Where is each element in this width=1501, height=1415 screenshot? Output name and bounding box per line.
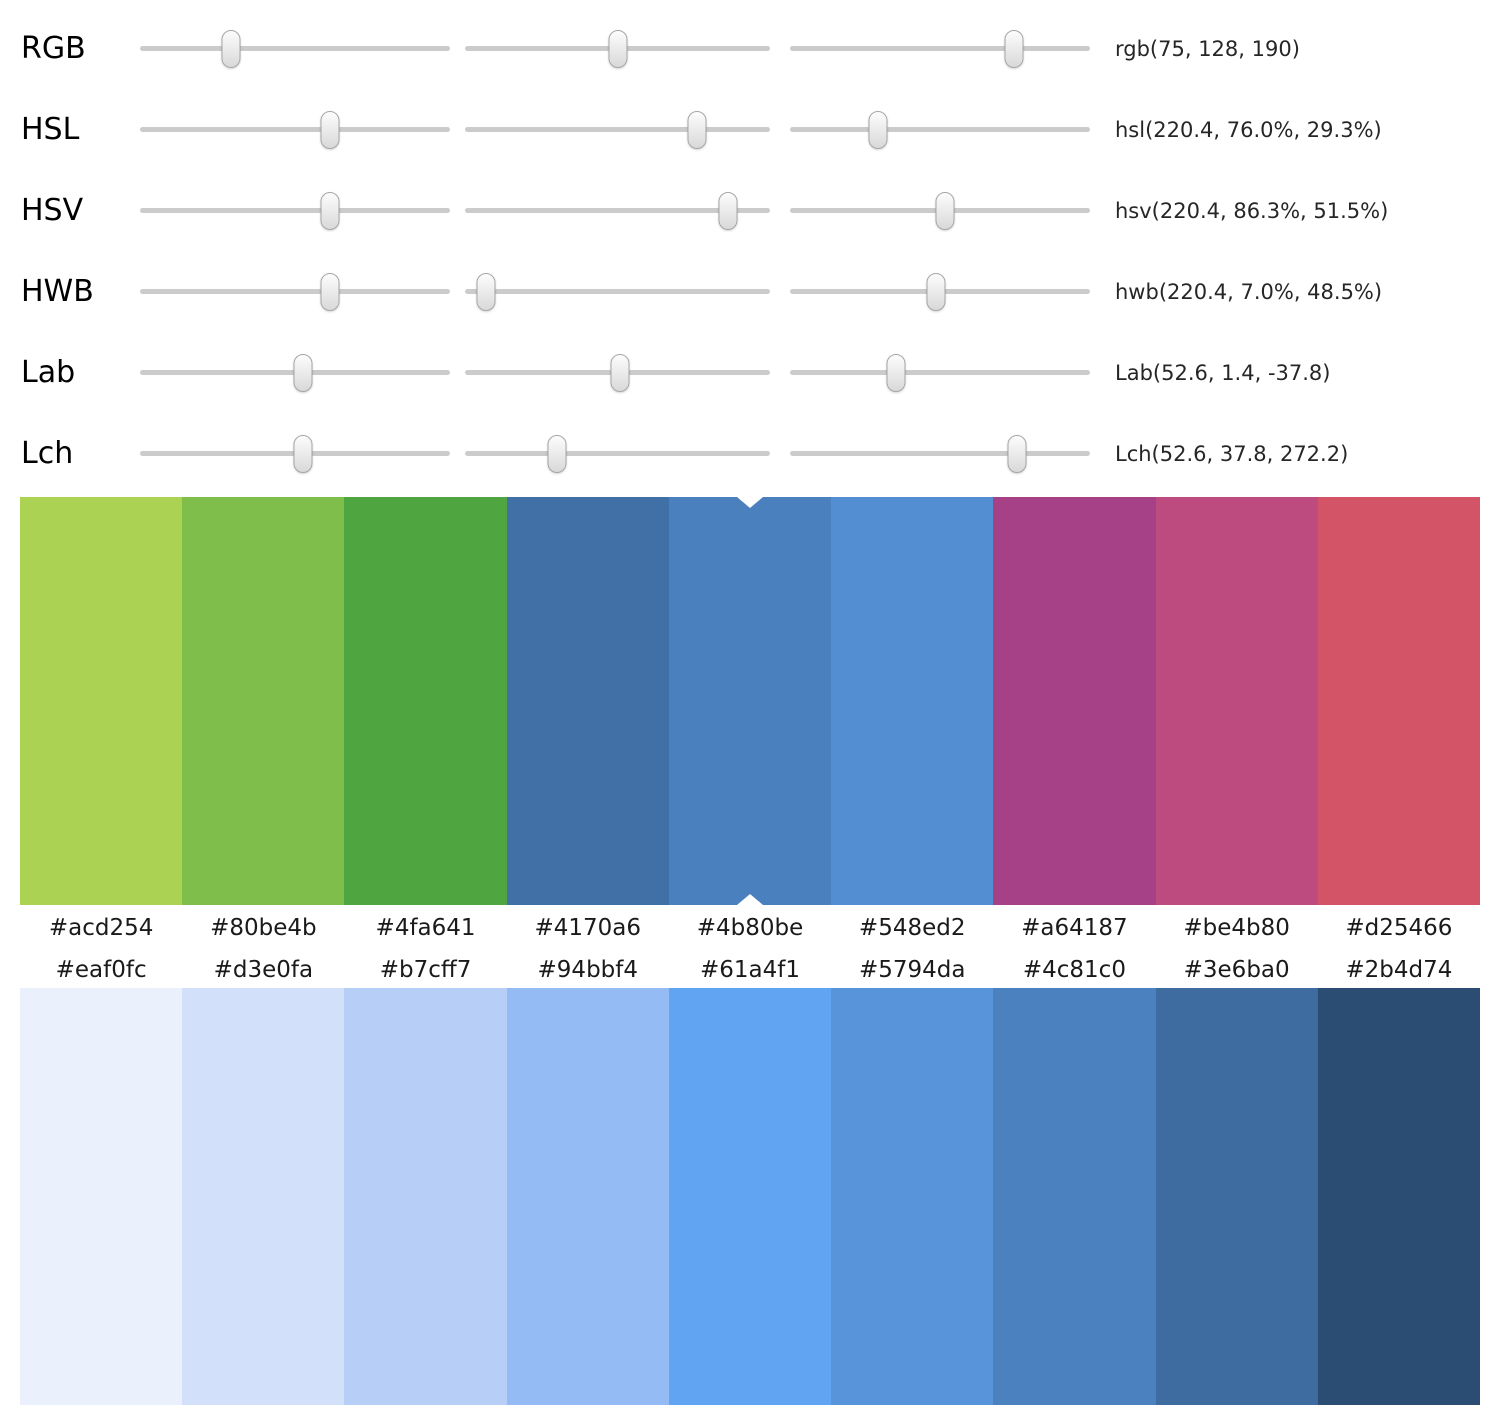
slider-row-hsl: HSL hsl(220.4, 76.0%, 29.3%) xyxy=(0,89,1501,170)
tint-swatch-7[interactable] xyxy=(993,988,1156,1405)
hue-swatch-4[interactable] xyxy=(506,497,669,905)
hsl-channel-2-slider[interactable] xyxy=(465,110,770,149)
hwb-channel-1-thumb[interactable] xyxy=(320,272,340,311)
tint-hex-label-1: #eaf0fc xyxy=(55,956,147,983)
tint-hex-label-7: #4c81c0 xyxy=(1022,956,1126,983)
rgb-channel-2-thumb[interactable] xyxy=(608,29,628,68)
hue-swatch-7[interactable] xyxy=(993,497,1156,905)
hsl-value-text: hsl(220.4, 76.0%, 29.3%) xyxy=(1115,117,1382,142)
tint-swatch-4[interactable] xyxy=(506,988,669,1405)
hue-scale-hex-labels: #acd254 #80be4b #4fa641 #4170a6 #4b80be … xyxy=(20,905,1480,951)
hsl-channel-2-thumb[interactable] xyxy=(687,110,707,149)
hsl-channel-1-thumb[interactable] xyxy=(320,110,340,149)
hwb-channel-3-slider[interactable] xyxy=(790,272,1090,311)
rgb-channel-1-slider[interactable] xyxy=(140,29,450,68)
tint-scale-bar xyxy=(20,988,1480,1405)
tint-hex-label-3: #b7cff7 xyxy=(379,956,472,983)
lab-value-text: Lab(52.6, 1.4, -37.8) xyxy=(1115,360,1331,385)
hsl-channel-1-slider[interactable] xyxy=(140,110,450,149)
hue-hex-label-7: #a64187 xyxy=(1021,915,1128,941)
lch-channel-1-slider[interactable] xyxy=(140,434,450,473)
selection-notch-top-icon xyxy=(736,497,763,508)
slider-row-rgb: RGB rgb(75, 128, 190) xyxy=(0,8,1501,89)
hwb-channel-1-slider[interactable] xyxy=(140,272,450,311)
hwb-label: HWB xyxy=(21,273,94,309)
hwb-channel-2-slider[interactable] xyxy=(465,272,770,311)
hue-scale-bar xyxy=(20,497,1480,905)
tint-hex-label-5: #61a4f1 xyxy=(699,956,800,983)
lch-channel-3-thumb[interactable] xyxy=(1007,434,1027,473)
hsv-label: HSV xyxy=(21,192,84,228)
hsv-value-text: hsv(220.4, 86.3%, 51.5%) xyxy=(1115,198,1389,223)
selection-notch-bottom-icon xyxy=(736,894,763,905)
tint-swatch-9[interactable] xyxy=(1317,988,1480,1405)
slider-row-hwb: HWB hwb(220.4, 7.0%, 48.5%) xyxy=(0,251,1501,332)
hsl-channel-3-thumb[interactable] xyxy=(868,110,888,149)
rgb-channel-1-thumb[interactable] xyxy=(221,29,241,68)
lab-channel-3-thumb[interactable] xyxy=(886,353,906,392)
hsv-channel-3-thumb[interactable] xyxy=(935,191,954,230)
slider-row-hsv: HSV hsv(220.4, 86.3%, 51.5%) xyxy=(0,170,1501,251)
hue-swatch-2[interactable] xyxy=(182,497,345,905)
hue-hex-label-9: #d25466 xyxy=(1345,915,1453,941)
tint-swatch-5[interactable] xyxy=(668,988,832,1405)
hue-swatch-9[interactable] xyxy=(1317,497,1480,905)
hsv-channel-2-slider[interactable] xyxy=(465,191,770,230)
hue-hex-label-2: #80be4b xyxy=(210,915,317,941)
colorspace-sliders-panel: RGB rgb(75, 128, 190) HSL hsl(220.4, 76.… xyxy=(0,0,1501,494)
lab-channel-1-thumb[interactable] xyxy=(293,353,313,392)
hue-swatch-8[interactable] xyxy=(1155,497,1318,905)
tint-swatch-2[interactable] xyxy=(182,988,345,1405)
lch-value-text: Lch(52.6, 37.8, 272.2) xyxy=(1115,441,1349,466)
tint-swatch-3[interactable] xyxy=(344,988,507,1405)
hwb-channel-2-thumb[interactable] xyxy=(476,272,496,311)
hue-hex-label-6: #548ed2 xyxy=(858,915,966,941)
slider-row-lch: Lch Lch(52.6, 37.8, 272.2) xyxy=(0,413,1501,494)
hue-hex-label-4: #4170a6 xyxy=(534,915,642,941)
tint-scale-hex-labels: #eaf0fc #d3e0fa #b7cff7 #94bbf4 #61a4f1 … xyxy=(20,951,1480,988)
hue-swatch-3[interactable] xyxy=(344,497,507,905)
hsv-channel-2-thumb[interactable] xyxy=(718,191,738,230)
tint-swatch-8[interactable] xyxy=(1155,988,1318,1405)
hue-swatch-5-selected[interactable] xyxy=(668,497,832,905)
hsl-label: HSL xyxy=(21,111,80,147)
hue-hex-label-3: #4fa641 xyxy=(375,915,476,941)
lch-channel-1-thumb[interactable] xyxy=(293,434,313,473)
lch-channel-3-slider[interactable] xyxy=(790,434,1090,473)
hsl-channel-3-slider[interactable] xyxy=(790,110,1090,149)
hue-swatch-1[interactable] xyxy=(20,497,183,905)
lab-channel-3-slider[interactable] xyxy=(790,353,1090,392)
tint-hex-label-8: #3e6ba0 xyxy=(1183,956,1290,983)
rgb-channel-3-thumb[interactable] xyxy=(1004,29,1023,68)
lch-channel-2-thumb[interactable] xyxy=(547,434,566,473)
rgb-channel-2-slider[interactable] xyxy=(465,29,770,68)
hue-swatch-6[interactable] xyxy=(831,497,994,905)
lab-channel-1-slider[interactable] xyxy=(140,353,450,392)
hsv-channel-3-slider[interactable] xyxy=(790,191,1090,230)
hwb-value-text: hwb(220.4, 7.0%, 48.5%) xyxy=(1115,279,1383,304)
slider-row-lab: Lab Lab(52.6, 1.4, -37.8) xyxy=(0,332,1501,413)
tint-swatch-6[interactable] xyxy=(831,988,994,1405)
hue-hex-label-1: #acd254 xyxy=(48,915,154,941)
hwb-channel-3-thumb[interactable] xyxy=(926,272,945,311)
rgb-label: RGB xyxy=(21,30,86,66)
lab-channel-2-thumb[interactable] xyxy=(610,353,630,392)
tint-hex-label-2: #d3e0fa xyxy=(213,956,314,983)
tint-hex-label-6: #5794da xyxy=(858,956,966,983)
hsv-channel-1-thumb[interactable] xyxy=(320,191,340,230)
lab-label: Lab xyxy=(21,354,76,390)
tint-swatch-1[interactable] xyxy=(20,988,183,1405)
rgb-value-text: rgb(75, 128, 190) xyxy=(1115,36,1300,61)
rgb-channel-3-slider[interactable] xyxy=(790,29,1090,68)
hue-hex-label-5: #4b80be xyxy=(696,915,804,941)
hsv-channel-1-slider[interactable] xyxy=(140,191,450,230)
lab-channel-2-slider[interactable] xyxy=(465,353,770,392)
hue-hex-label-8: #be4b80 xyxy=(1183,915,1290,941)
lch-label: Lch xyxy=(21,435,74,471)
lch-channel-2-slider[interactable] xyxy=(465,434,770,473)
tint-hex-label-4: #94bbf4 xyxy=(537,956,638,983)
tint-hex-label-9: #2b4d74 xyxy=(1345,956,1453,983)
